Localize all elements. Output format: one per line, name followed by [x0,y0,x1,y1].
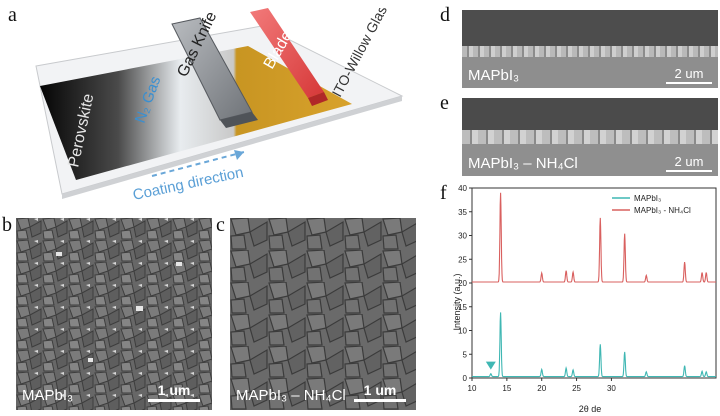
cross-section-mapbi3-nh4cl: MAPbI₃ – NH₄Cl 2 um [462,98,718,176]
xsec-e-label: MAPbI₃ – NH₄Cl [468,155,578,172]
sem-c-label: MAPbI₃ – NH₄Cl [236,387,346,404]
x-tick-label: 25 [572,384,581,393]
xsec-d-scale-bar: 2 um [666,66,712,84]
y-axis-label: Intensity (a.u.) [452,273,462,330]
sem-image-mapbi3-nh4cl: MAPbI₃ – NH₄Cl 1 um [230,218,416,410]
y-tick-label: 25 [458,255,467,264]
series-line-1 [472,312,716,378]
xsec-d-label: MAPbI₃ [468,67,520,84]
xsec-d-scale-text: 2 um [674,66,704,81]
coating-direction-arrow [151,151,245,177]
x-tick-label: 15 [502,384,511,393]
series-line-2 [472,192,716,283]
xrd-chart: 0 5 10 15 20 25 30 35 40 10 15 20 25 30 MAPbI₃ MAPbI₃ -… [452,184,717,414]
y-tick-label: 35 [458,208,467,217]
panel-label-e: e [440,92,449,114]
panel-label-a: a [8,4,17,26]
sem-b-scale-text: 1 um [157,382,191,398]
sem-image-mapbi3: MAPbI₃ 1 um [16,218,212,410]
sem-b-label: MAPbI₃ [22,387,74,404]
y-tick-label: 40 [458,184,467,193]
legend-label-2: MAPbI₃ - NH₄Cl [634,206,691,215]
xsec-e-scale-text: 2 um [674,154,704,169]
y-tick-label: 30 [458,232,467,241]
y-tick-label: 20 [458,279,467,288]
y-tick-label: 5 [463,350,468,359]
coating-schematic: Perovskite N₂ Gas Gas Knife Blade ITO-Wi… [35,8,404,204]
panel-label-b: b [2,214,12,236]
legend-label-1: MAPbI₃ [634,194,661,203]
plot-frame [471,187,717,379]
x-tick-label: 20 [537,384,546,393]
peak-marker-triangle [485,361,496,370]
sem-c-scale-text: 1 um [363,382,397,398]
y-tick-label: 0 [463,374,468,383]
sem-c-scale-bar: 1 um [354,382,406,402]
panel-label-f: f [440,182,447,204]
xrd-plot-area: 0 5 10 15 20 25 30 35 40 10 15 20 25 30 MAPbI₃ MAPbI₃ -… [458,184,717,393]
y-tick-label: 15 [458,303,467,312]
x-tick-label: 10 [468,384,477,393]
x-axis-label: 2θ de [579,404,602,414]
coating-blade [250,8,324,98]
sem-b-scale-bar: 1 um [148,382,200,402]
xsec-e-scale-bar: 2 um [666,154,712,172]
cross-section-mapbi3: MAPbI₃ 2 um [462,10,718,88]
panel-label-d: d [440,4,450,26]
perovskite-film [40,46,352,180]
panel-label-c: c [216,214,225,236]
x-tick-label: 30 [607,384,616,393]
y-tick-label: 10 [458,327,467,336]
